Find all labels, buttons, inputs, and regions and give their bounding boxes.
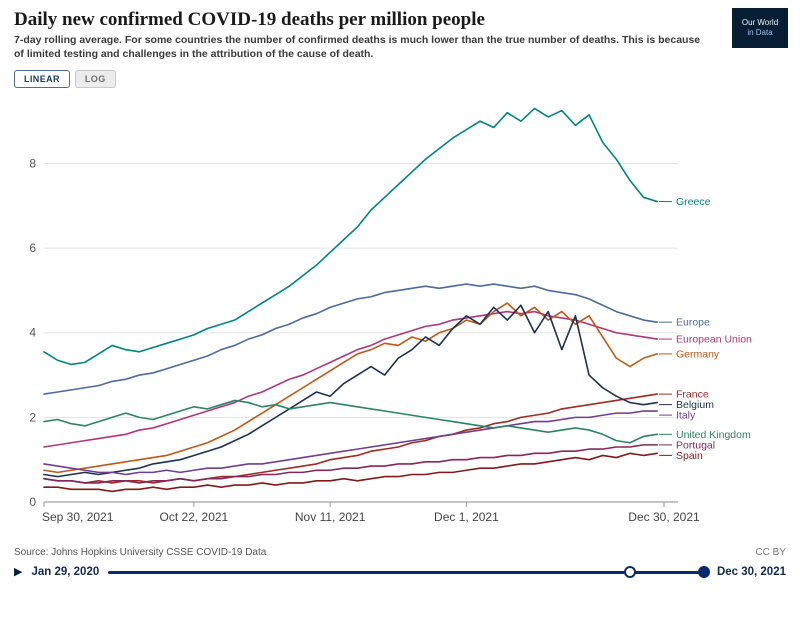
- scale-toggle: LINEAR LOG: [14, 70, 786, 89]
- owid-logo-line2: in Data: [747, 28, 773, 37]
- owid-logo-line1: Our World: [741, 18, 779, 28]
- timeline-control: ▶ Jan 29, 2020 Dec 30, 2021: [14, 565, 786, 579]
- series-line-spain[interactable]: [43, 452, 658, 493]
- timeline-slider[interactable]: [108, 566, 710, 579]
- timeline-end-date[interactable]: Dec 30, 2021: [716, 566, 786, 579]
- timeline-start-date[interactable]: Jan 29, 2020: [31, 566, 100, 579]
- cc-by-link[interactable]: CC BY: [755, 547, 786, 559]
- x-axis-tick-label: Sep 30, 2021: [42, 510, 114, 524]
- chart-title: Daily new confirmed COVID-19 deaths per …: [14, 9, 485, 30]
- series-line-european-union[interactable]: [43, 310, 658, 448]
- source-text: Source: Johns Hopkins University CSSE CO…: [14, 547, 267, 559]
- line-chart[interactable]: 0 2 4 6 8 Sep 30, 2021 Oct 22, 2021 Nov 11, 202…: [14, 90, 786, 545]
- slider-handle-window-start[interactable]: [623, 566, 636, 579]
- chart-footer: Source: Johns Hopkins University CSSE CO…: [14, 547, 786, 558]
- series-label-germany[interactable]: Germany: [676, 349, 720, 361]
- x-axis-tick-label: Oct 22, 2021: [160, 510, 229, 524]
- series-label-europe[interactable]: Europe: [676, 317, 710, 329]
- owid-logo[interactable]: Our World in Data: [732, 8, 788, 48]
- series-label-belgium[interactable]: Belgium: [676, 399, 714, 411]
- series-label-spain[interactable]: Spain: [676, 450, 703, 462]
- series-label-united-kingdom[interactable]: United Kingdom: [676, 429, 751, 441]
- series-line-united-kingdom[interactable]: [43, 399, 658, 444]
- series-label-european-union[interactable]: European Union: [676, 334, 752, 346]
- series-label-portugal[interactable]: Portugal: [676, 440, 715, 452]
- series-label-france[interactable]: France: [676, 389, 709, 401]
- series-label-greece[interactable]: Greece: [676, 196, 711, 208]
- y-axis-tick-label: 2: [29, 411, 36, 425]
- y-axis-tick-label: 8: [29, 157, 36, 171]
- series-line-italy[interactable]: [43, 410, 658, 476]
- series-line-greece[interactable]: [43, 107, 658, 366]
- x-axis-tick-label: Dec 30, 2021: [628, 510, 700, 524]
- log-button[interactable]: LOG: [74, 70, 116, 89]
- series-line-europe[interactable]: [43, 283, 658, 396]
- series-line-germany[interactable]: [43, 302, 658, 474]
- slider-handle-window-end[interactable]: [697, 566, 710, 579]
- series-line-france[interactable]: [43, 393, 658, 484]
- series-line-belgium[interactable]: [43, 304, 658, 478]
- linear-button[interactable]: LINEAR: [14, 70, 70, 89]
- y-axis-tick-label: 0: [29, 495, 36, 509]
- y-axis-tick-label: 6: [29, 241, 36, 255]
- x-axis-tick-label: Nov 11, 2021: [295, 510, 366, 524]
- series-label-italy[interactable]: Italy: [676, 410, 696, 422]
- x-axis-tick-label: Dec 1, 2021: [434, 510, 499, 524]
- chart-subtitle: 7-day rolling average. For some countrie…: [14, 33, 701, 60]
- series-line-portugal[interactable]: [43, 444, 658, 484]
- y-axis-tick-label: 4: [29, 326, 36, 340]
- play-button[interactable]: ▶: [14, 565, 23, 578]
